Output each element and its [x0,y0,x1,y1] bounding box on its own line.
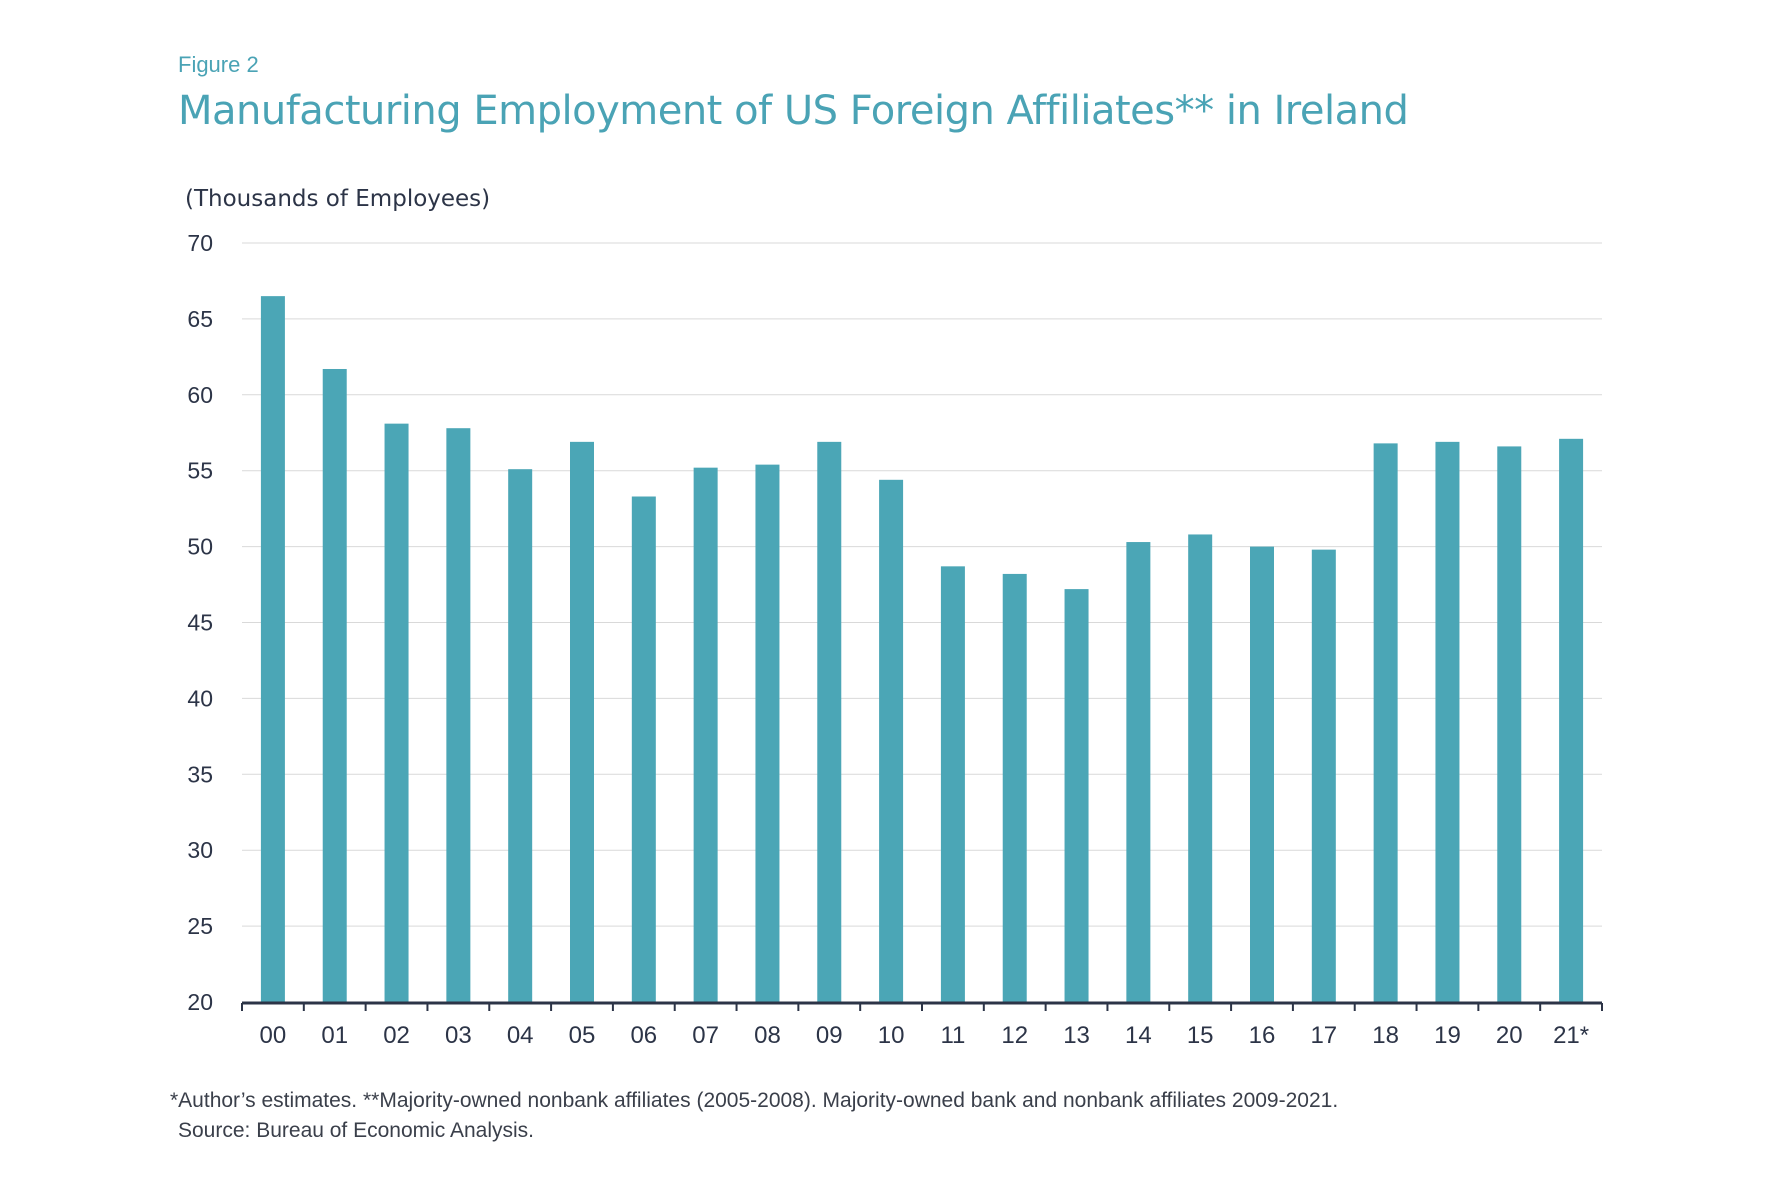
x-tick-label: 11 [940,1022,965,1049]
y-tick-label: 60 [187,382,213,408]
x-tick-label: 10 [878,1022,905,1049]
y-tick-label: 55 [187,458,213,484]
bar [1311,549,1336,1002]
x-tick-label: 13 [1063,1022,1090,1049]
bars [260,296,1584,1003]
chart-title: Manufacturing Employment of US Foreign A… [178,88,1409,134]
y-axis-ticks: 70 65 60 55 50 45 40 35 30 25 20 [187,230,213,1015]
x-tick-label: 08 [754,1022,781,1049]
x-tick-label: 17 [1310,1022,1337,1049]
x-tick-label: 05 [569,1022,596,1049]
y-tick-label: 30 [187,837,213,863]
bar [570,441,594,1002]
x-tick-label: 04 [507,1022,534,1049]
footnote-notes: *Author’s estimates. **Majority-owned no… [170,1089,1339,1112]
bar [384,423,409,1003]
gridlines [242,242,1602,927]
bar [322,368,347,1002]
x-tick-label: 12 [1001,1022,1028,1049]
x-tick-label: 07 [692,1022,719,1049]
bar [631,496,656,1002]
bar [755,464,780,1002]
figure-label: Figure 2 [178,52,259,77]
bar [1250,546,1274,1002]
x-tick-label: 21* [1553,1022,1589,1049]
bar [1002,573,1027,1002]
footnote-source: Source: Bureau of Economic Analysis. [178,1119,535,1142]
y-tick-label: 70 [187,230,213,256]
x-axis [241,1001,1603,1011]
bar [1373,443,1398,1003]
y-tick-label: 35 [187,761,213,787]
x-tick-label: 02 [383,1022,410,1049]
bar [1559,438,1584,1002]
bar [879,479,904,1003]
bar [1497,446,1522,1002]
bar [1064,589,1089,1002]
x-tick-label: 20 [1496,1022,1523,1049]
bar [1435,441,1460,1002]
y-axis-unit-label: (Thousands of Employees) [185,186,491,212]
bar [508,469,533,1002]
x-tick-label: 14 [1125,1022,1152,1049]
x-axis-ticks: 00 01 02 03 04 05 06 07 08 09 10 11 12 13 14 15 16 17 18 19… [260,1022,1590,1049]
bar [1126,542,1151,1002]
x-tick-label: 16 [1249,1022,1276,1049]
y-tick-label: 65 [187,306,213,332]
x-tick-label: 06 [630,1022,657,1049]
bar [693,467,718,1002]
x-tick-label: 15 [1187,1022,1214,1049]
bar [817,441,842,1002]
y-tick-label: 50 [187,534,213,560]
y-tick-label: 45 [187,610,213,636]
bar [940,566,965,1002]
x-tick-label: 19 [1434,1022,1461,1049]
y-tick-label: 25 [187,913,213,939]
x-tick-label: 18 [1372,1022,1399,1049]
bar [446,428,471,1002]
footnote: *Author’s estimates. **Majority-owned no… [170,1086,1338,1146]
x-tick-label: 09 [816,1022,843,1049]
y-tick-label: 20 [187,989,213,1015]
x-tick-label: 01 [321,1022,348,1049]
y-tick-label: 40 [187,685,213,711]
bar [1188,534,1213,1002]
bar [260,296,285,1002]
x-tick-label: 00 [260,1022,287,1049]
x-tick-label: 03 [445,1022,472,1049]
